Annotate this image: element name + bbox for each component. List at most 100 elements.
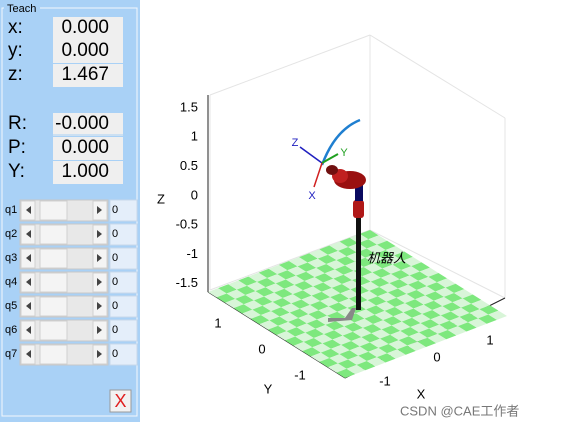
floor-tile [352, 327, 372, 338]
floor-tile [447, 326, 467, 336]
floor-tile [370, 277, 390, 287]
robot [299, 118, 366, 322]
floor-tile [416, 286, 436, 296]
floor-tile [306, 319, 326, 329]
joint-value-box[interactable] [109, 247, 138, 270]
floor-tile [342, 331, 362, 341]
floor-tile [468, 318, 487, 328]
joint-label: q4 [5, 276, 17, 288]
floor-tile [226, 289, 246, 299]
field-box[interactable] [53, 40, 123, 63]
z-tick-label: 1 [191, 129, 198, 144]
floor-tile [376, 353, 396, 363]
floor-tile [377, 240, 396, 250]
floor-tile [332, 335, 352, 345]
field-box[interactable] [53, 113, 123, 136]
x-tick-label: 1 [486, 332, 493, 347]
field-value: 1.000 [61, 161, 109, 182]
floor-tile [208, 288, 227, 298]
floor-tile [364, 314, 384, 324]
joint-value: 0 [112, 276, 118, 288]
floor-tile [415, 295, 434, 305]
floor-tile [281, 303, 300, 313]
floor-tile [324, 330, 343, 340]
floor-tile [304, 277, 324, 287]
floor-tile [408, 332, 428, 342]
floor-tile [396, 293, 416, 304]
slider-thumb[interactable] [39, 224, 68, 245]
joint-value-box[interactable] [109, 319, 138, 342]
floor-tile [269, 316, 289, 326]
floor-tile [296, 271, 315, 281]
slider-thumb[interactable] [39, 272, 68, 293]
floor-tile [305, 328, 324, 338]
slider-thumb[interactable] [39, 320, 68, 341]
field-box[interactable] [53, 161, 123, 184]
floor-tile [289, 308, 309, 318]
arrow-right [97, 254, 102, 262]
floor-tile [233, 304, 253, 314]
floor-tile [338, 359, 357, 369]
arrow-right [97, 206, 102, 214]
floor-tile [323, 278, 342, 288]
floor-tile [361, 333, 381, 343]
floor-tile [368, 347, 388, 358]
floor-tile [338, 298, 358, 308]
field-label: Y: [8, 161, 25, 182]
joint-value-box[interactable] [109, 199, 138, 222]
field-box[interactable] [53, 17, 123, 40]
floor-tile [317, 254, 337, 264]
floor-tile [246, 281, 266, 292]
floor-tile [295, 332, 314, 342]
floor-tile [310, 352, 330, 362]
z-tick-label: 0 [191, 187, 198, 202]
floor-tile [329, 241, 349, 251]
arrow-left [26, 326, 31, 334]
y-tick-label: -1 [294, 367, 306, 382]
group-title-bg [4, 3, 40, 15]
slider-thumb[interactable] [39, 296, 68, 317]
slider-thumb[interactable] [39, 344, 68, 365]
floor-tile [267, 325, 287, 335]
floor-tile [359, 290, 378, 301]
floor-tile [319, 358, 338, 368]
group-title: Teach [7, 3, 36, 15]
joint-value-box[interactable] [109, 271, 138, 294]
floor-tile [333, 274, 353, 284]
floor-tile [329, 354, 349, 364]
floor-tile [469, 309, 489, 319]
floor-tile [442, 302, 462, 312]
field-box[interactable] [53, 137, 123, 160]
frame-label: Z [292, 137, 299, 149]
floor-tile [362, 324, 382, 334]
field-box[interactable] [53, 64, 123, 87]
floor-tile [384, 255, 403, 265]
floor-tile [381, 325, 401, 335]
floor-tile [313, 334, 333, 344]
floor-tile [359, 230, 379, 240]
floor-tile [250, 315, 270, 325]
floor-tile [397, 345, 416, 355]
joint-value: 0 [112, 252, 118, 264]
floor-tile [262, 301, 282, 312]
floor-tile [371, 329, 391, 339]
field-value: 0.000 [61, 40, 109, 61]
joint-value-box[interactable] [109, 295, 138, 318]
slider-thumb[interactable] [39, 200, 68, 221]
floor-tile [355, 309, 375, 319]
slider-thumb[interactable] [39, 248, 68, 269]
joint-value-box[interactable] [109, 343, 138, 366]
floor-tile [419, 267, 439, 277]
floor-tile [418, 276, 437, 287]
close-button[interactable] [109, 389, 132, 413]
floor-tile [278, 321, 297, 332]
floor-tile [303, 286, 322, 296]
joint-label: q2 [5, 228, 17, 240]
floor-tile [236, 285, 256, 295]
floor-tile [218, 284, 237, 294]
field-value: 0.000 [61, 137, 109, 158]
floor-tile [315, 324, 335, 335]
floor-tile [325, 321, 345, 331]
joint-value-box[interactable] [109, 223, 138, 246]
arrow-right [97, 230, 102, 238]
